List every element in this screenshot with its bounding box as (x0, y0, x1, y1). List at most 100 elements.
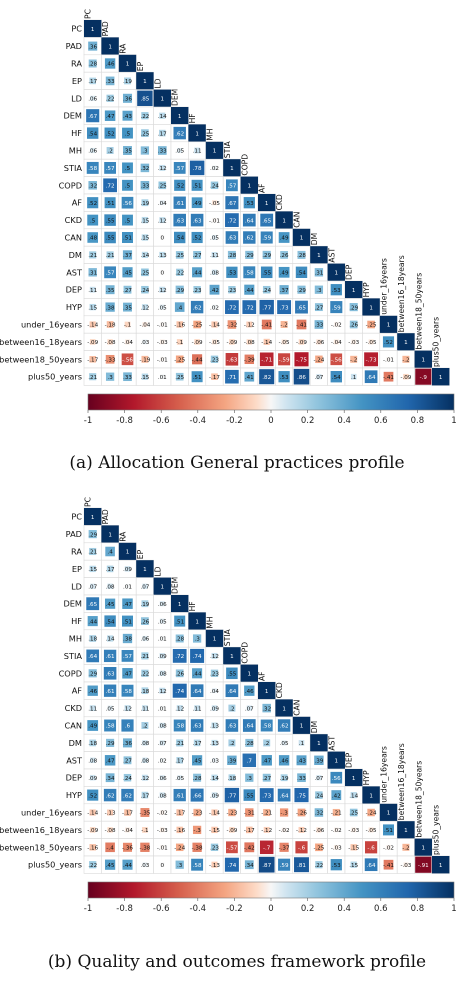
cell-value-label: -.41 (383, 863, 394, 869)
cell-value-label: 1 (108, 44, 112, 50)
cell-value-label: .18 (88, 741, 97, 747)
cell-value-label: .01 (158, 706, 167, 712)
heatmap-cell (104, 197, 116, 209)
cell-value-label: .44 (193, 672, 202, 678)
heatmap-cell (136, 72, 154, 90)
cell-value-label: .2 (229, 741, 234, 747)
cell-value-label: .24 (314, 793, 323, 799)
cell-value-label: .06 (158, 776, 167, 782)
heatmap-cell (262, 773, 271, 782)
cell-value-label: .3 (247, 776, 253, 782)
cell-value-label: 1 (265, 689, 269, 695)
column-label: MH (206, 129, 215, 141)
cell-value-label: .74 (175, 689, 184, 695)
cell-value-label: .58 (193, 863, 202, 869)
heatmap-cell (402, 355, 410, 363)
cell-value-label: .22 (106, 97, 115, 103)
heatmap-cell (87, 232, 99, 243)
cell-value-label: .46 (88, 689, 97, 695)
heatmap-cell (211, 809, 218, 816)
cell-value-label: -.14 (87, 323, 98, 329)
heatmap-cell (414, 838, 432, 856)
heatmap-cell (142, 862, 148, 868)
cell-value-label: -.03 (331, 846, 342, 852)
row-label: PC (71, 512, 82, 522)
column-label: HF (188, 601, 197, 611)
heatmap-cell (160, 845, 165, 850)
heatmap-cell (141, 234, 149, 241)
heatmap-cell (141, 355, 149, 363)
cell-value-label: .04 (210, 689, 219, 695)
heatmap-cell (122, 859, 133, 870)
heatmap-cell (225, 684, 239, 698)
heatmap-cell (104, 719, 117, 732)
cell-value-label: .47 (123, 672, 132, 678)
cell-value-label: .63 (175, 218, 184, 224)
cell-value-label: -.05 (209, 201, 220, 207)
heatmap-cell (159, 775, 165, 781)
heatmap-cell (104, 162, 116, 174)
row-label: CAN (65, 233, 82, 243)
heatmap-cell (124, 809, 131, 816)
heatmap-cell (103, 788, 117, 802)
heatmap-cell (107, 827, 113, 833)
cell-value-label: .14 (140, 253, 149, 259)
heatmap-cell (107, 583, 113, 589)
cell-value-label: .05 (175, 776, 184, 782)
heatmap-cell (211, 321, 218, 328)
cell-value-label: .35 (123, 149, 132, 155)
column-label: plus50_years (432, 805, 441, 855)
cell-value-label: .26 (280, 253, 289, 259)
heatmap-cell (105, 842, 115, 853)
heatmap-cell (260, 719, 273, 732)
cell-value-label: 1 (91, 515, 95, 521)
cell-value-label: -.36 (122, 846, 133, 852)
heatmap-cell (298, 826, 305, 833)
cell-value-label: -.2 (402, 358, 409, 364)
cell-value-label: .25 (349, 811, 358, 817)
heatmap-cell (190, 788, 204, 802)
heatmap-cell (188, 612, 206, 630)
column-label: EP (136, 549, 145, 559)
cell-value-label: 1 (161, 97, 165, 103)
cell-value-label: 1 (126, 62, 130, 68)
column-label: HYP (362, 770, 371, 785)
heatmap-cell (104, 615, 116, 627)
cell-value-label: -.44 (192, 358, 203, 364)
row-label: DEM (63, 111, 82, 121)
heatmap-cell (192, 634, 202, 643)
heatmap-cell (193, 250, 202, 259)
heatmap-cell (225, 353, 239, 366)
heatmap-cell (212, 304, 217, 310)
cell-value-label: .57 (106, 271, 115, 277)
cell-value-label: .21 (88, 375, 97, 381)
heatmap-cell (298, 339, 305, 345)
cell-value-label: 1 (248, 672, 252, 678)
column-label: CAN (293, 700, 302, 716)
heatmap-cell (209, 284, 220, 295)
caption-b: (b) Quality and outcomes framework profi… (47, 952, 427, 972)
heatmap-cell (351, 827, 357, 833)
cell-value-label: .75 (297, 793, 306, 799)
cell-value-label: -.17 (174, 811, 185, 817)
heatmap-cell (191, 231, 203, 244)
heatmap-cell (263, 338, 270, 345)
row-label: DM (69, 250, 82, 260)
cell-value-label: -.14 (87, 811, 98, 817)
cell-value-label: .35 (106, 288, 115, 294)
row-label: AST (66, 267, 83, 277)
column-label: PAD (101, 21, 110, 36)
cell-value-label: 1 (369, 305, 373, 311)
cell-value-label: .03 (210, 759, 219, 765)
cell-value-label: .55 (106, 218, 115, 224)
heatmap-cell (141, 722, 149, 729)
heatmap-cell (88, 669, 97, 678)
heatmap-cell (226, 179, 238, 192)
heatmap-cell (142, 583, 148, 589)
cell-value-label: 1 (178, 114, 182, 120)
row-label: STIA (64, 163, 83, 173)
heatmap-cell (262, 703, 271, 713)
cell-value-label: .55 (262, 271, 271, 277)
heatmap-cell (362, 298, 380, 316)
cell-value-label: .44 (123, 863, 132, 869)
